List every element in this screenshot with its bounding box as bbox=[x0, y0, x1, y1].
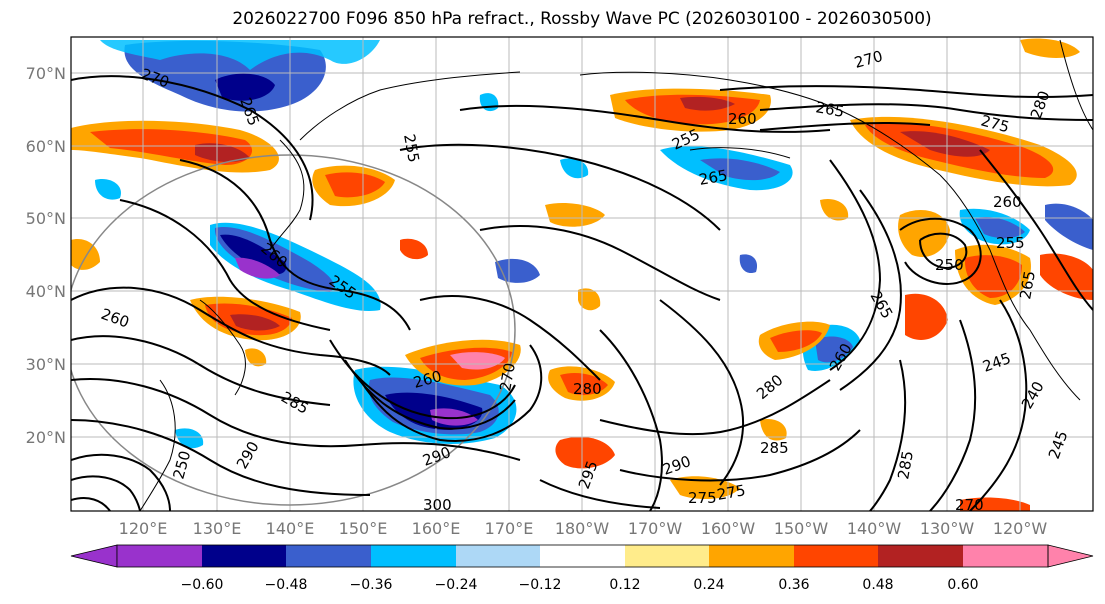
lon-label: 150°W bbox=[774, 519, 829, 538]
lat-label: 70°N bbox=[26, 64, 66, 83]
lon-label: 120°E bbox=[119, 519, 168, 538]
colorbar-tick-label: −0.24 bbox=[435, 577, 478, 593]
colorbar-segment bbox=[202, 545, 286, 567]
lon-label: 150°E bbox=[339, 519, 388, 538]
colorbar-tick-label: 0.36 bbox=[778, 577, 809, 593]
colorbar-tick-label: 0.60 bbox=[947, 577, 978, 593]
colorbar-segment bbox=[794, 545, 878, 567]
colorbar-segment bbox=[117, 545, 202, 567]
contour-label: 285 bbox=[894, 449, 917, 480]
colorbar-tick-label: 0.48 bbox=[862, 577, 893, 593]
colorbar-segment bbox=[625, 545, 709, 567]
contour-label: 270 bbox=[955, 496, 984, 514]
lon-label: 160°W bbox=[701, 519, 756, 538]
lon-label: 180°W bbox=[555, 519, 610, 538]
contour-label: 255 bbox=[996, 234, 1025, 252]
lon-label: 130°W bbox=[920, 519, 975, 538]
coastlines bbox=[139, 39, 1093, 511]
lat-label: 40°N bbox=[26, 282, 66, 301]
lat-label: 60°N bbox=[26, 137, 66, 156]
lon-label: 170°W bbox=[628, 519, 683, 538]
latitude-labels: 70°N 60°N 50°N 40°N 30°N 20°N bbox=[26, 64, 66, 447]
contour-label: 250 bbox=[935, 256, 964, 274]
colorbar-tick-label: 0.12 bbox=[609, 577, 640, 593]
lat-label: 30°N bbox=[26, 355, 66, 374]
lat-label: 50°N bbox=[26, 209, 66, 228]
contour-label: 265 bbox=[814, 98, 845, 121]
lat-label: 20°N bbox=[26, 428, 66, 447]
colorbar-tick-label: −0.48 bbox=[265, 577, 308, 593]
contour-label: 260 bbox=[993, 193, 1022, 211]
colorbar: −0.60 −0.48 −0.36 −0.24 −0.12 0.12 0.24 … bbox=[70, 544, 1094, 593]
map-panel: 270 265 255 260 270 265 260 255 265 275 … bbox=[71, 37, 1093, 514]
lon-label: 170°E bbox=[485, 519, 534, 538]
colorbar-segment bbox=[878, 545, 963, 567]
contour-label: 270 bbox=[496, 361, 519, 392]
graticule bbox=[71, 37, 1093, 511]
contour-label: 260 bbox=[728, 110, 757, 128]
colorbar-tick-label: 0.24 bbox=[693, 577, 724, 593]
colorbar-frame bbox=[116, 544, 1049, 568]
colorbar-segment bbox=[963, 545, 1048, 567]
contour-label: 285 bbox=[760, 439, 789, 457]
refractivity-contours bbox=[71, 75, 1093, 511]
contour-label: 265 bbox=[1016, 269, 1039, 300]
lon-label: 130°E bbox=[193, 519, 242, 538]
contour-label: 275 bbox=[716, 481, 747, 504]
colorbar-segment bbox=[286, 545, 371, 567]
colorbar-tick-label: −0.12 bbox=[519, 577, 562, 593]
colorbar-segment bbox=[709, 545, 794, 567]
reference-circle bbox=[71, 154, 516, 506]
map-frame bbox=[70, 36, 1094, 512]
longitude-labels: 120°E 130°E 140°E 150°E 160°E 170°E 180°… bbox=[119, 519, 1048, 538]
contour-label: 275 bbox=[688, 489, 717, 507]
lon-label: 140°W bbox=[847, 519, 902, 538]
contour-label: 255 bbox=[400, 133, 423, 164]
colorbar-tick-label: −0.60 bbox=[181, 577, 224, 593]
colorbar-segment bbox=[371, 545, 456, 567]
map-title: 2026022700 F096 850 hPa refract., Rossby… bbox=[232, 9, 932, 29]
colorbar-extend-max bbox=[1047, 544, 1094, 568]
contour-label: 280 bbox=[573, 380, 602, 398]
lon-label: 160°E bbox=[412, 519, 461, 538]
colorbar-extend-min bbox=[70, 544, 118, 568]
contour-label: 300 bbox=[423, 496, 452, 514]
colorbar-segment bbox=[456, 545, 540, 567]
lon-label: 140°E bbox=[266, 519, 315, 538]
colorbar-segment bbox=[540, 545, 625, 567]
colorbar-tick-label: −0.36 bbox=[350, 577, 393, 593]
lon-label: 120°W bbox=[993, 519, 1048, 538]
contour-label: 265 bbox=[698, 166, 729, 189]
